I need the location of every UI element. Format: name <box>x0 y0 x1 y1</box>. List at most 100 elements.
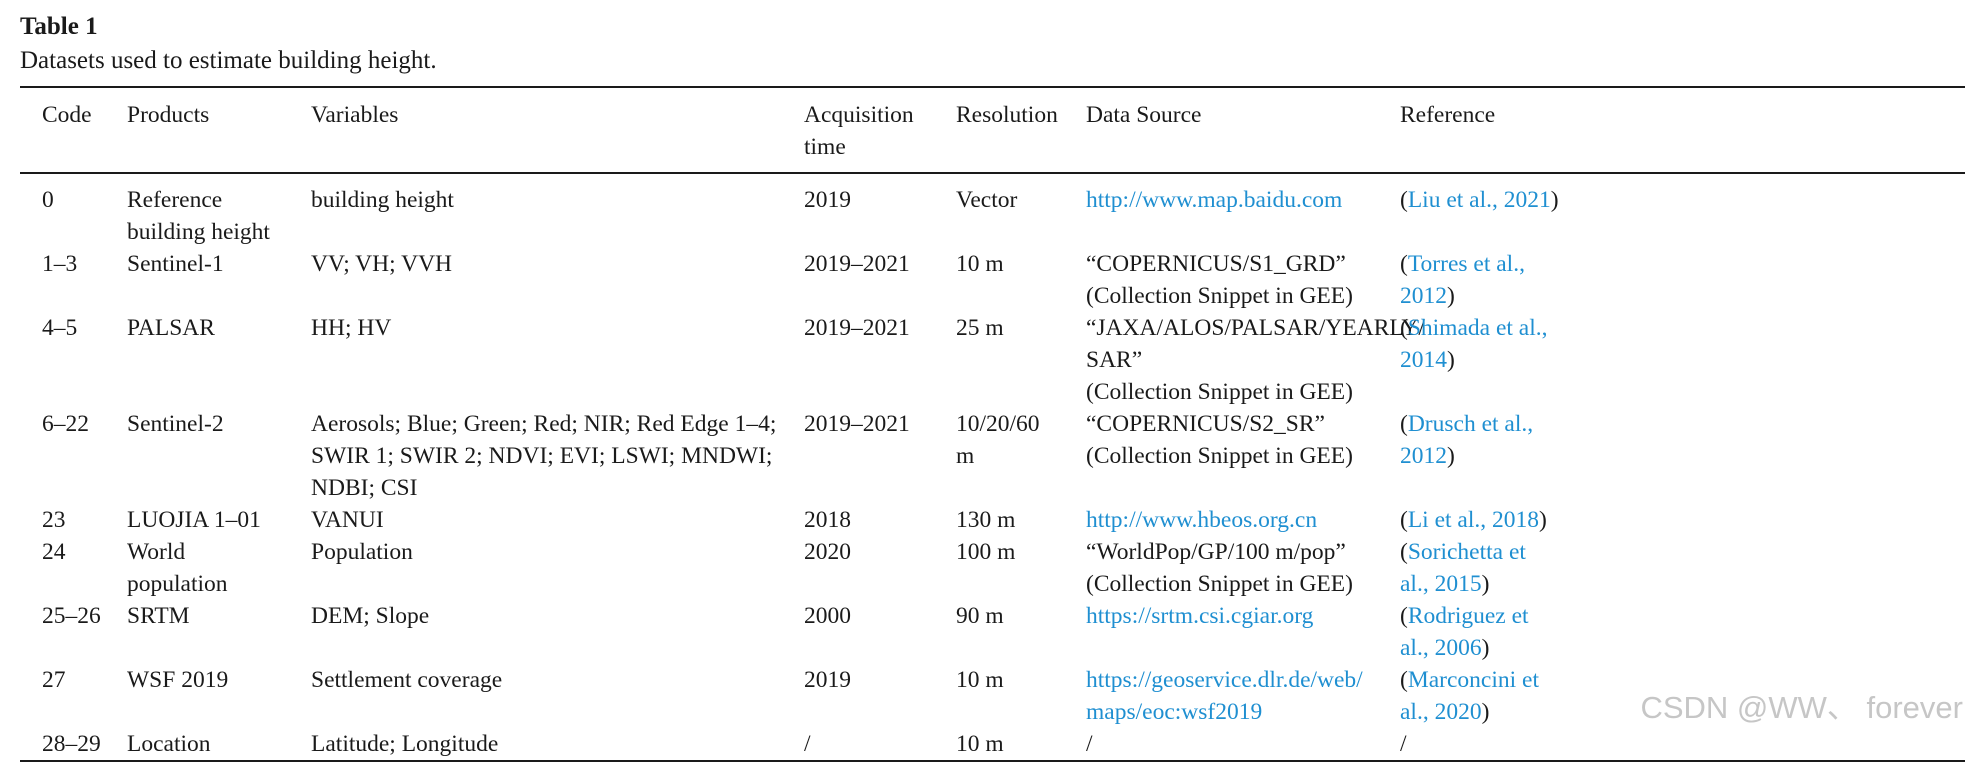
cell-acquisition-time: 2019 <box>804 667 851 693</box>
cell-product: LUOJIA 1–01 <box>127 507 261 533</box>
cell-reference: (Drusch et al., 2012) <box>1400 408 1965 504</box>
cell-resolution: Vector <box>956 187 1018 213</box>
cell-code: 25–26 <box>42 603 101 629</box>
reference-link[interactable]: Torres et al., 2012 <box>1400 251 1525 309</box>
cell-code: 1–3 <box>42 251 78 277</box>
cell-acquisition-time: 2020 <box>804 539 851 565</box>
cell-code: 24 <box>42 539 66 565</box>
reference-link[interactable]: Li et al., 2018 <box>1407 507 1540 533</box>
reference-link[interactable]: Sorichetta et al., 2015 <box>1400 539 1526 597</box>
cell-code: 23 <box>42 507 66 533</box>
data-source-link[interactable]: https://geoservice.dlr.de/web/ maps/eoc:… <box>1086 667 1363 725</box>
watermark: CSDN @WW、 forever <box>1640 690 1963 725</box>
reference-paren-open: ( <box>1400 667 1408 693</box>
cell-data-source: https://srtm.csi.cgiar.org <box>1086 600 1400 664</box>
reference-link[interactable]: Liu et al., 2021 <box>1407 187 1551 213</box>
data-source-text: “COPERNICUS/S2_SR” <box>1086 411 1325 437</box>
table-body: 0 Reference building height building heigh… <box>20 173 1965 761</box>
cell-resolution: 130 m <box>956 507 1016 533</box>
cell-variables: Latitude; Longitude <box>311 731 499 757</box>
header-code: Code <box>42 102 92 128</box>
reference-paren-close: ) <box>1539 507 1547 533</box>
cell-acquisition-time: / <box>804 731 811 757</box>
cell-variables: Aerosols; Blue; Green; Red; NIR; Red Edg… <box>311 411 777 501</box>
reference-paren-open: ( <box>1400 507 1408 533</box>
cell-variables: Population <box>311 539 413 565</box>
header-data-source: Data Source <box>1086 102 1202 128</box>
cell-acquisition-time: 2019 <box>804 187 851 213</box>
cell-code: 0 <box>42 187 54 213</box>
cell-data-source: “COPERNICUS/S1_GRD” (Collection Snippet i… <box>1086 248 1400 312</box>
cell-data-source: https://geoservice.dlr.de/web/ maps/eoc:… <box>1086 664 1400 728</box>
table-row: 0 Reference building height building heigh… <box>20 173 1965 248</box>
data-source-note: (Collection Snippet in GEE) <box>1086 571 1353 597</box>
data-source-link[interactable]: https://srtm.csi.cgiar.org <box>1086 603 1314 629</box>
cell-resolution: 10 m <box>956 251 1004 277</box>
table-header-row: Code Products Variables Acquisition time… <box>20 87 1965 173</box>
header-resolution: Resolution <box>956 102 1058 128</box>
cell-resolution: 10 m <box>956 731 1004 757</box>
cell-acquisition-time: 2000 <box>804 603 851 629</box>
reference-link[interactable]: Rodriguez et al., 2006 <box>1400 603 1529 661</box>
table-row: 4–5 PALSAR HH; HV 2019–2021 25 m “JAXA/ALOS/P… <box>20 312 1965 408</box>
cell-product: SRTM <box>127 603 190 629</box>
cell-reference: (Marconcini et al., 2020) <box>1400 664 1965 728</box>
cell-reference: / <box>1400 728 1965 761</box>
reference-paren-close: ) <box>1447 283 1455 309</box>
cell-resolution: 25 m <box>956 315 1004 341</box>
table-label: Table 1 <box>20 13 98 40</box>
cell-resolution: 10 m <box>956 667 1004 693</box>
cell-product: Sentinel-1 <box>127 251 224 277</box>
cell-data-source: http://www.map.baidu.com <box>1086 173 1400 248</box>
table-title: Datasets used to estimate building heigh… <box>20 47 437 74</box>
datasets-table: Code Products Variables Acquisition time… <box>20 86 1965 762</box>
cell-data-source: / <box>1086 728 1400 761</box>
data-source-note: (Collection Snippet in GEE) <box>1086 379 1353 405</box>
data-source-text: “JAXA/ALOS/PALSAR/YEARLY/ SAR” <box>1086 315 1425 373</box>
cell-product: WSF 2019 <box>127 667 229 693</box>
cell-resolution: 90 m <box>956 603 1004 629</box>
table-row: 25–26 SRTM DEM; Slope 2000 90 m https://srtm.… <box>20 600 1965 664</box>
reference-paren-open: ( <box>1400 539 1408 565</box>
data-source-note: (Collection Snippet in GEE) <box>1086 443 1353 469</box>
cell-data-source: http://www.hbeos.org.cn <box>1086 504 1400 536</box>
reference-paren-close: ) <box>1481 699 1490 725</box>
cell-reference: (Shimada et al., 2014) <box>1400 312 1965 408</box>
reference-paren-close: ) <box>1550 187 1559 213</box>
reference-paren-open: ( <box>1400 603 1408 629</box>
reference-link[interactable]: Drusch et al., 2012 <box>1400 411 1534 469</box>
reference-paren-close: ) <box>1447 443 1455 469</box>
header-variables: Variables <box>311 102 399 128</box>
cell-data-source: “WorldPop/GP/100 m/pop” (Collection Snipp… <box>1086 536 1400 600</box>
data-source-text: “WorldPop/GP/100 m/pop” <box>1086 539 1346 565</box>
table-row: 27 WSF 2019 Settlement coverage 2019 10 m htt… <box>20 664 1965 728</box>
cell-data-source: “COPERNICUS/S2_SR” (Collection Snippet in… <box>1086 408 1400 504</box>
data-source-note: (Collection Snippet in GEE) <box>1086 283 1353 309</box>
data-source-link[interactable]: http://www.hbeos.org.cn <box>1086 507 1318 533</box>
cell-code: 6–22 <box>42 411 89 437</box>
cell-variables: VV; VH; VVH <box>311 251 453 277</box>
table-row: 23 LUOJIA 1–01 VANUI 2018 130 m http://www.hb… <box>20 504 1965 536</box>
cell-code: 27 <box>42 667 66 693</box>
reference-link[interactable]: Marconcini et al., 2020 <box>1400 667 1539 725</box>
cell-reference: (Torres et al., 2012) <box>1400 248 1965 312</box>
header-products: Products <box>127 102 210 128</box>
cell-variables: VANUI <box>311 507 384 533</box>
cell-resolution: 10/20/60 m <box>956 411 1040 469</box>
cell-product: Location <box>127 731 211 757</box>
reference-paren-close: ) <box>1481 571 1490 597</box>
table-caption: Table 1 Datasets used to estimate buildi… <box>20 10 437 78</box>
cell-product: Reference building height <box>127 187 270 245</box>
reference-link[interactable]: Shimada et al., 2014 <box>1400 315 1548 373</box>
reference-paren-open: ( <box>1400 187 1408 213</box>
data-source-link[interactable]: http://www.map.baidu.com <box>1086 187 1343 213</box>
reference-paren-open: ( <box>1400 315 1408 341</box>
table-row: 1–3 Sentinel-1 VV; VH; VVH 2019–2021 10 m “CO… <box>20 248 1965 312</box>
reference-paren-open: ( <box>1400 251 1408 277</box>
table-row: 24 World population Population 2020 100 m “Wo… <box>20 536 1965 600</box>
cell-acquisition-time: 2019–2021 <box>804 315 910 341</box>
cell-code: 28–29 <box>42 731 101 757</box>
cell-resolution: 100 m <box>956 539 1016 565</box>
cell-variables: Settlement coverage <box>311 667 503 693</box>
cell-acquisition-time: 2019–2021 <box>804 251 910 277</box>
